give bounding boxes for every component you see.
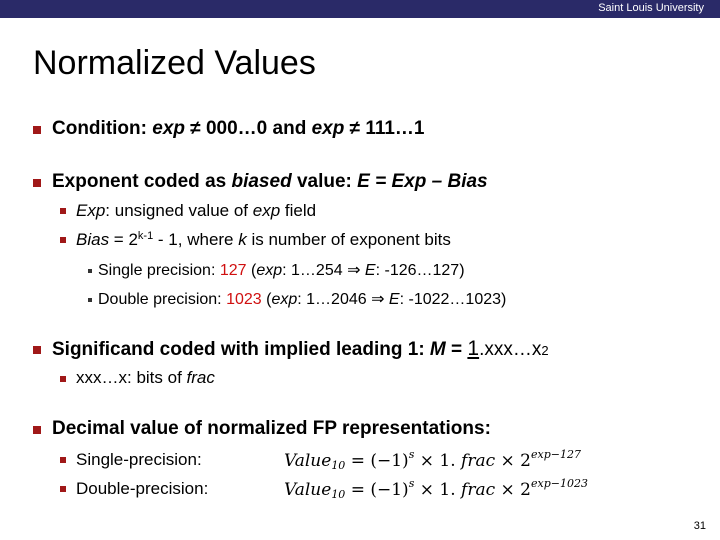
significand-lead: Significand coded with implied leading 1…	[52, 339, 430, 360]
bits-line: xxx…x: bits of frac	[76, 368, 215, 388]
base-two: 2	[541, 343, 549, 358]
double-precision-label: Double-precision:	[76, 479, 209, 498]
single-label: Single precision:	[98, 262, 220, 279]
bullet-marker	[33, 426, 41, 434]
double-bias-value: 1023	[226, 291, 262, 308]
slide-title: Normalized Values	[33, 44, 316, 82]
exp-term: exp	[152, 118, 185, 139]
sub-bullet-marker	[60, 237, 66, 243]
times-one: × 1.	[414, 480, 462, 500]
paren-open: (	[246, 262, 257, 279]
condition-mid: ≠ 000…0 and	[185, 118, 312, 139]
bullet-marker	[33, 179, 41, 187]
sign-factor: = (−1)	[345, 451, 409, 471]
condition-lead: Condition:	[52, 118, 153, 139]
exp-definition-tail: field	[280, 201, 317, 220]
significand-line: Significand coded with implied leading 1…	[52, 337, 549, 361]
single-precision-formula: Value10 = (−1)s × 1. frac × 2exp−127	[284, 448, 581, 472]
frac-term: frac	[186, 368, 215, 387]
implies-arrow-icon: ⇒	[347, 262, 361, 279]
bias-mid: - 1, where	[153, 230, 239, 249]
implied-one: 1	[467, 337, 480, 360]
single-precision-label: Single-precision:	[76, 450, 202, 469]
power-exponent: exp−1023	[531, 477, 588, 490]
sub-bullet-marker	[60, 486, 66, 492]
sub-bullet-marker	[60, 376, 66, 382]
header-bar: Saint Louis University	[0, 0, 720, 18]
exp-term: exp	[311, 118, 345, 139]
sign-exponent: s	[408, 448, 415, 461]
double-precision-line: Double precision: 1023 (exp: 1…2046 ⇒ E:…	[98, 289, 506, 309]
exp-term: exp	[256, 262, 283, 279]
single-bias-value: 127	[219, 262, 247, 279]
exponent-lead: Exponent coded as	[52, 171, 232, 192]
paren-open: (	[261, 291, 272, 308]
value-subscript: 10	[331, 459, 346, 472]
exp-term: exp	[271, 291, 298, 308]
sign-factor: = (−1)	[345, 480, 409, 500]
times-two: × 2	[495, 480, 531, 500]
frac-term: frac	[461, 480, 496, 500]
single-precision-line: Single precision: 127 (exp: 1…254 ⇒ E: -…	[98, 260, 465, 280]
exponent-line: Exponent coded as biased value: E = Exp …	[52, 171, 488, 193]
value-term: Value	[284, 451, 332, 471]
bias-definition-line: Bias = 2k-1 - 1, where k is number of ex…	[76, 230, 451, 250]
e-range: : -1022…1023)	[399, 291, 507, 308]
times-two: × 2	[495, 451, 531, 471]
e-term: E	[384, 291, 400, 308]
m-term: M	[429, 339, 446, 360]
sign-exponent: s	[408, 477, 415, 490]
sub-sub-bullet-marker	[88, 269, 92, 273]
bias-term: Bias	[76, 230, 110, 249]
bullet-marker	[33, 126, 41, 134]
decimal-value-line: Decimal value of normalized FP represent…	[52, 418, 491, 439]
double-label: Double precision:	[98, 291, 227, 308]
significand-eq: =	[445, 339, 468, 360]
exp-definition-text: : unsigned value of	[105, 201, 253, 220]
implies-arrow-icon: ⇒	[371, 291, 385, 308]
frac-term: frac	[461, 451, 496, 471]
k-term: k	[238, 230, 247, 249]
exp-range: : 1…2046	[297, 291, 372, 308]
condition-tail: ≠ 111…1	[344, 118, 425, 139]
bias-tail: is number of exponent bits	[246, 230, 451, 249]
exponent-mid: value:	[291, 171, 358, 192]
e-range: : -126…127)	[375, 262, 465, 279]
sub-bullet-marker	[60, 208, 66, 214]
sub-sub-bullet-marker	[88, 298, 92, 302]
bits-term: xxx…x	[76, 368, 127, 387]
bias-exponent: k-1	[137, 230, 154, 242]
value-subscript: 10	[331, 488, 346, 501]
exp-definition-line: Exp: unsigned value of exp field	[76, 201, 316, 221]
university-label: Saint Louis University	[598, 2, 704, 14]
significand-bits: .xxx…x	[479, 339, 542, 360]
exp-range: : 1…254	[282, 262, 348, 279]
condition-line: Condition: exp ≠ 000…0 and exp ≠ 111…1	[52, 118, 425, 140]
times-one: × 1.	[414, 451, 462, 471]
e-term: E	[360, 262, 376, 279]
bullet-marker	[33, 346, 41, 354]
exponent-formula: E = Exp – Bias	[357, 171, 488, 192]
value-term: Value	[284, 480, 332, 500]
exp-term: exp	[252, 201, 281, 220]
bias-eq: = 2	[109, 230, 138, 249]
double-precision-formula: Value10 = (−1)s × 1. frac × 2exp−1023	[284, 477, 588, 501]
exp-term: Exp	[76, 201, 106, 220]
bits-text: : bits of	[127, 368, 187, 387]
page-number: 31	[693, 520, 706, 532]
power-exponent: exp−127	[531, 448, 581, 461]
biased-term: biased	[231, 171, 292, 192]
sub-bullet-marker	[60, 457, 66, 463]
